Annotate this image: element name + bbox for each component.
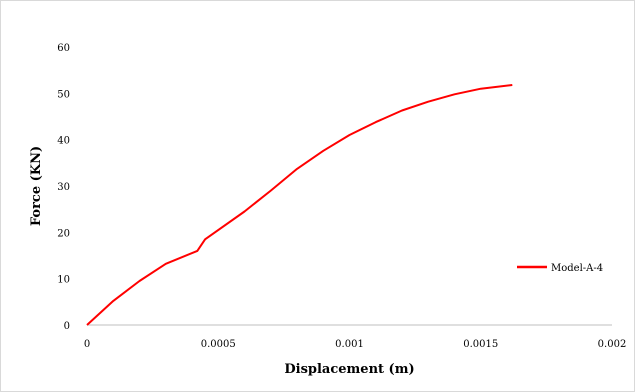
- y-tick-label: 10: [57, 275, 70, 286]
- series-line-model-a-4: [86, 84, 513, 326]
- y-tick-label: 60: [57, 43, 70, 54]
- x-axis-title: Displacement (m): [284, 362, 414, 377]
- x-tick-label: 0: [84, 339, 90, 350]
- series-layer: [86, 84, 513, 326]
- x-tick-label: 0.002: [598, 339, 627, 350]
- y-axis-title: Force (KN): [29, 146, 44, 226]
- y-tick-label: 50: [57, 89, 70, 100]
- y-axis-ticks: 0 10 20 30 40 50 60: [57, 43, 70, 332]
- x-tick-label: 0.0005: [201, 339, 236, 350]
- y-tick-label: 40: [57, 136, 70, 147]
- x-axis-ticks: 0 0.0005 0.001 0.0015 0.002: [84, 339, 627, 350]
- legend: Model-A-4: [517, 263, 603, 274]
- x-tick-label: 0.001: [335, 339, 364, 350]
- x-tick-label: 0.0015: [463, 339, 498, 350]
- plot-area: 0 0.0005 0.001 0.0015 0.002 0 10 20 30 40 50 60: [57, 43, 626, 350]
- y-tick-label: 20: [57, 228, 70, 239]
- y-tick-label: 30: [57, 182, 70, 193]
- legend-label-model-a-4: Model-A-4: [551, 263, 603, 274]
- y-tick-label: 0: [64, 321, 70, 332]
